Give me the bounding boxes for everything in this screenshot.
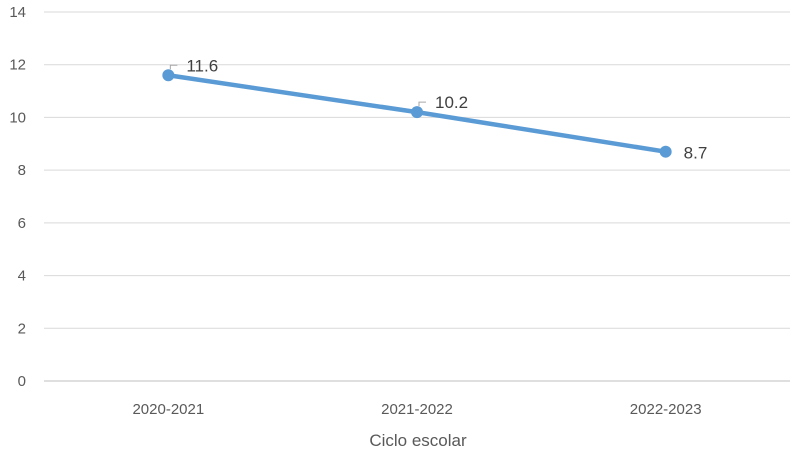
x-axis-title: Ciclo escolar bbox=[369, 431, 467, 450]
data-label: 8.7 bbox=[684, 144, 708, 163]
x-tick-label: 2020-2021 bbox=[132, 401, 204, 418]
leader-line bbox=[418, 101, 426, 107]
y-tick-label: 2 bbox=[18, 320, 26, 337]
data-point bbox=[411, 106, 423, 119]
y-tick-label: 14 bbox=[9, 4, 26, 21]
x-tick-label: 2021-2022 bbox=[381, 401, 453, 418]
leader-line bbox=[169, 64, 178, 70]
y-tick-label: 0 bbox=[18, 373, 26, 390]
y-axis-ticks: 0 2 4 6 8 10 12 14 bbox=[9, 4, 26, 390]
y-tick-label: 8 bbox=[18, 162, 26, 179]
y-tick-label: 12 bbox=[9, 57, 26, 74]
y-tick-label: 4 bbox=[18, 268, 26, 285]
gridlines bbox=[44, 11, 790, 382]
data-point bbox=[659, 145, 672, 158]
data-labels: 11.6 10.2 8.7 bbox=[169, 56, 708, 163]
x-axis-ticks: 2020-2021 2021-2022 2022-2023 bbox=[132, 401, 701, 418]
series-layer bbox=[162, 69, 672, 158]
y-tick-label: 10 bbox=[9, 109, 26, 126]
data-point bbox=[162, 69, 175, 82]
data-label: 11.6 bbox=[186, 56, 218, 75]
y-tick-label: 6 bbox=[18, 215, 26, 232]
x-tick-label: 2022-2023 bbox=[630, 401, 702, 418]
data-label: 10.2 bbox=[435, 93, 468, 112]
